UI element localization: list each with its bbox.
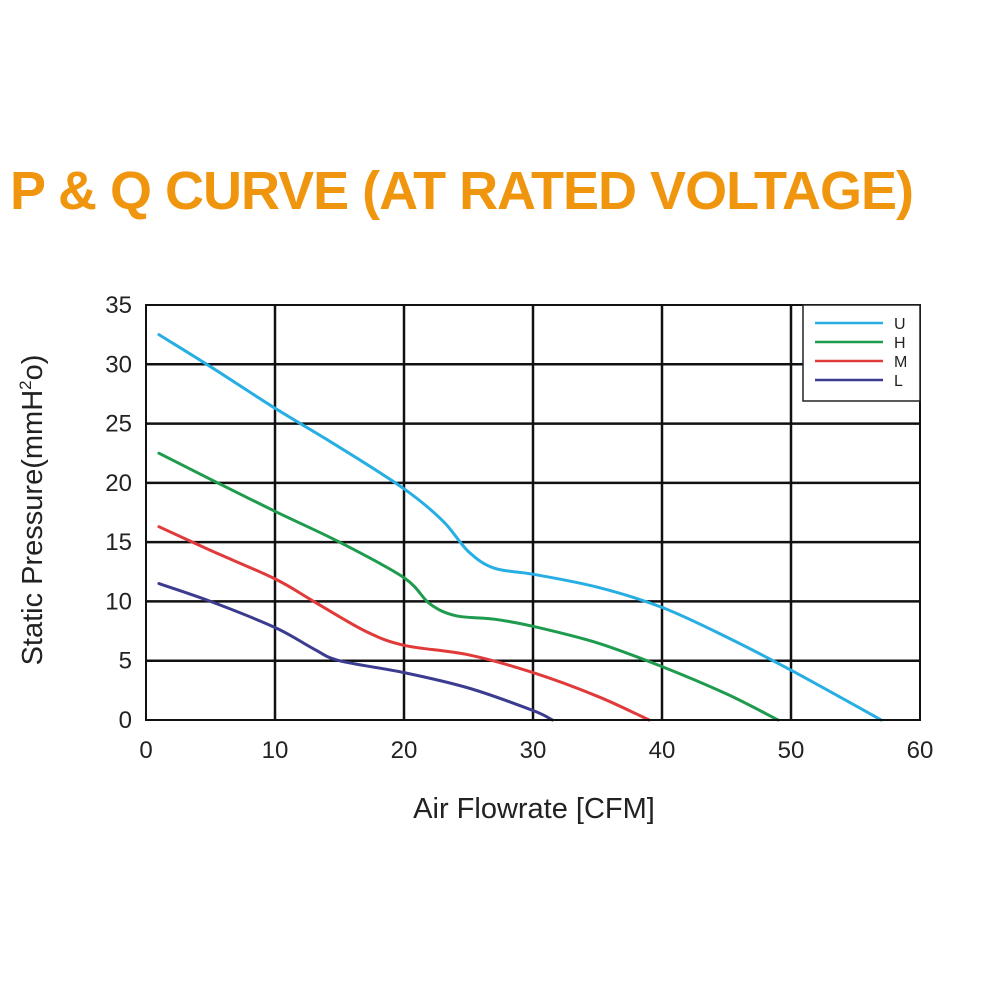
y-axis-label-main: Static Pressure(mmH <box>17 390 49 666</box>
y-tick-label: 0 <box>119 707 132 734</box>
chart-title: P & Q CURVE (AT RATED VOLTAGE) <box>10 161 914 221</box>
series-line-m <box>157 525 651 722</box>
series-line-h <box>157 451 780 722</box>
legend-label-l: L <box>894 373 903 390</box>
plot-frame <box>145 304 921 721</box>
y-axis-label: Static Pressure(mmH2o) <box>16 355 49 666</box>
grid-layer <box>146 305 920 720</box>
y-axis-label-sup: 2 <box>16 380 35 389</box>
tick-labels: 0 10 20 30 40 50 60 0 5 10 15 20 25 30 35 <box>105 292 933 764</box>
y-axis-label-end: o) <box>17 355 49 381</box>
x-tick-label: 40 <box>649 737 676 764</box>
y-tick-label: 15 <box>105 529 132 556</box>
legend-label-u: U <box>894 316 906 333</box>
y-tick-label: 5 <box>119 648 132 675</box>
x-tick-label: 0 <box>139 737 152 764</box>
series-line-u <box>157 333 883 722</box>
series-line-l <box>157 582 554 722</box>
x-tick-label: 50 <box>778 737 805 764</box>
legend-box <box>802 304 921 402</box>
y-tick-label: 25 <box>105 411 132 438</box>
x-tick-label: 20 <box>391 737 418 764</box>
x-tick-label: 30 <box>520 737 547 764</box>
legend-label-m: M <box>894 354 907 371</box>
y-tick-label: 10 <box>105 588 132 615</box>
x-tick-label: 60 <box>907 737 934 764</box>
x-axis-label: Air Flowrate [CFM] <box>413 793 655 825</box>
y-tick-label: 35 <box>105 292 132 319</box>
legend-label-h: H <box>894 335 906 352</box>
y-tick-label: 30 <box>105 351 132 378</box>
x-tick-label: 10 <box>262 737 289 764</box>
curve-layer <box>157 333 883 722</box>
y-tick-label: 20 <box>105 470 132 497</box>
